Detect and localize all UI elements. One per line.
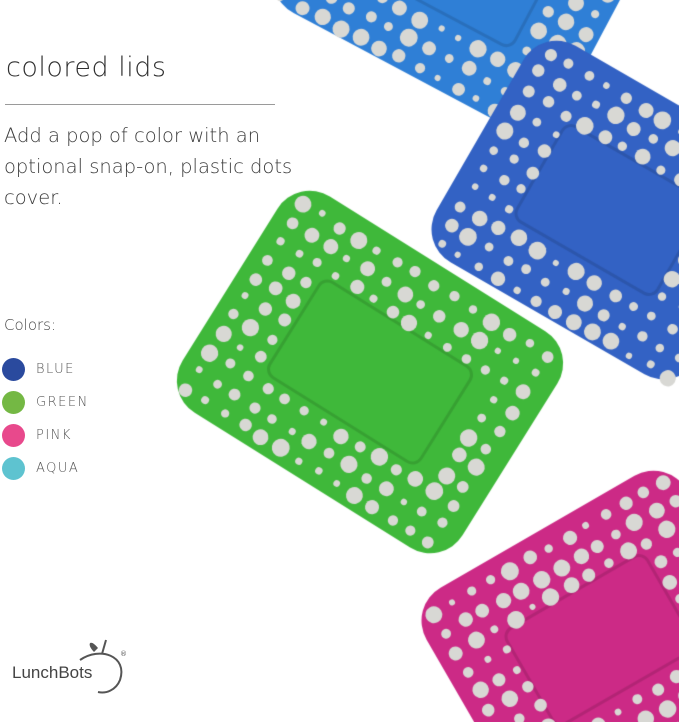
color-label: GREEN — [36, 395, 89, 410]
color-label: AQUA — [36, 461, 80, 476]
blue-swatch — [2, 358, 25, 381]
colors-label: Colors: — [4, 316, 57, 334]
color-option-green: GREEN — [2, 391, 89, 414]
aqua-swatch — [2, 457, 25, 480]
green-swatch — [2, 391, 25, 414]
lunchbots-logo: LunchBots ® — [10, 636, 130, 696]
registered-mark: ® — [120, 650, 127, 658]
description: Add a pop of color with an optional snap… — [4, 124, 293, 209]
apple-icon — [79, 639, 123, 694]
color-option-aqua: AQUA — [2, 457, 79, 480]
color-option-pink: PINK — [2, 424, 72, 447]
logo-text: LunchBots — [12, 663, 93, 682]
color-label: PINK — [36, 428, 72, 443]
title-divider — [5, 104, 275, 105]
pink-swatch — [2, 424, 25, 447]
color-label: BLUE — [36, 362, 75, 377]
color-option-blue: BLUE — [2, 358, 75, 381]
page-title: colored lids — [6, 52, 167, 83]
